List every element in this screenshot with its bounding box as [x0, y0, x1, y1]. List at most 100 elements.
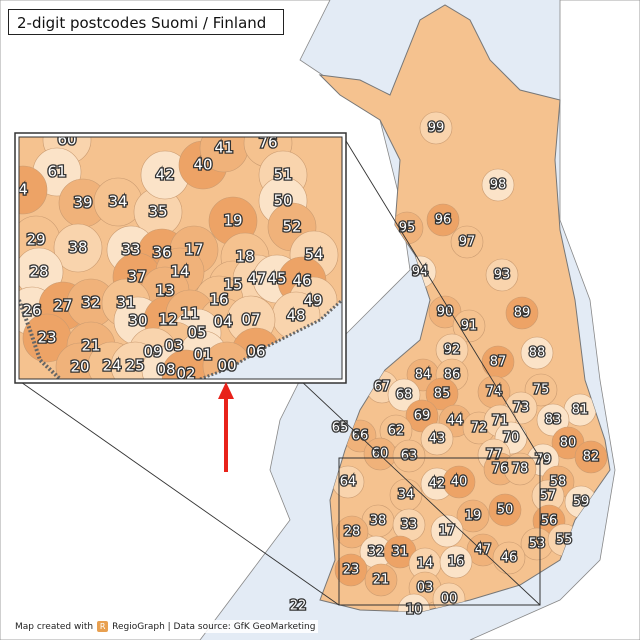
postcode-label: 40	[193, 156, 212, 174]
postcode-label: 76	[492, 462, 509, 477]
postcode-label: 78	[512, 462, 529, 477]
postcode-region	[387, 378, 421, 412]
postcode-label: 37	[127, 268, 146, 286]
map-credit: Map created with R RegioGraph | Data sou…	[12, 620, 319, 633]
postcode-region	[425, 377, 459, 411]
postcode-label: 06	[246, 343, 265, 361]
postcode-label: 17	[439, 524, 456, 539]
postcode-region	[426, 203, 460, 237]
postcode-label: 30	[128, 312, 147, 330]
postcode-label: 81	[572, 403, 589, 418]
postcode-label: 34	[398, 488, 415, 503]
postcode-region	[364, 563, 398, 597]
postcode-label: 25	[125, 357, 144, 375]
postcode-label: 21	[373, 573, 390, 588]
postcode-label: 59	[573, 495, 590, 510]
postcode-label: 45	[267, 270, 286, 288]
postcode-label: 72	[471, 421, 488, 436]
postcode-label: 67	[374, 380, 391, 395]
postcode-label: 74	[486, 385, 503, 400]
postcode-label: 62	[388, 424, 405, 439]
postcode-region	[419, 111, 453, 145]
postcode-label: 63	[401, 449, 418, 464]
postcode-label: 27	[53, 297, 72, 315]
postcode-label: 50	[273, 192, 292, 210]
postcode-label: 22	[290, 599, 307, 614]
postcode-region	[450, 225, 484, 259]
postcode-label: 84	[415, 368, 432, 383]
postcode-region	[492, 541, 526, 575]
postcode-label: 23	[37, 329, 56, 347]
postcode-region	[430, 514, 464, 548]
postcode-region	[505, 296, 539, 330]
postcode-label: 42	[155, 166, 174, 184]
postcode-region	[405, 399, 439, 433]
postcode-label: 85	[434, 387, 451, 402]
postcode-label: 15	[223, 276, 242, 294]
postcode-label: 14	[417, 557, 434, 572]
postcode-label: 00	[217, 357, 236, 375]
postcode-label: 54	[304, 246, 323, 264]
postcode-label: 00	[441, 592, 458, 607]
postcode-label: 43	[429, 432, 446, 447]
postcode-label: 09	[143, 343, 162, 361]
postcode-label: 79	[535, 453, 552, 468]
postcode-label: 32	[368, 545, 385, 560]
postcode-label: 73	[513, 401, 530, 416]
postcode-label: 21	[81, 337, 100, 355]
postcode-region	[481, 168, 515, 202]
postcode-region	[536, 403, 570, 437]
postcode-label: 17	[184, 241, 203, 259]
postcode-label: 34	[108, 193, 127, 211]
postcode-label: 55	[556, 533, 573, 548]
postcode-label: 38	[68, 239, 87, 257]
postcode-regions	[323, 111, 608, 612]
postcode-label: 89	[514, 306, 531, 321]
postcode-label: 86	[444, 368, 461, 383]
postcode-label: 57	[540, 489, 557, 504]
postcode-label: 16	[209, 291, 228, 309]
postcode-region	[334, 553, 368, 587]
regiograph-logo-icon: R	[97, 621, 109, 632]
postcode-region	[488, 493, 522, 527]
postcode-label: 23	[343, 563, 360, 578]
postcode-label: 07	[241, 311, 260, 329]
postcode-label: 56	[541, 514, 558, 529]
postcode-label: 90	[437, 305, 454, 320]
postcode-label: 70	[503, 431, 520, 446]
postcode-label: 29	[26, 231, 45, 249]
postcode-label: 03	[417, 581, 434, 596]
russia-land	[469, 0, 640, 640]
postcode-label: 19	[223, 212, 242, 230]
postcode-label: 53	[529, 537, 546, 552]
postcode-label: 91	[461, 319, 478, 334]
postcode-label: 04	[213, 313, 232, 331]
postcode-label: 36	[152, 244, 171, 262]
postcode-label: 26	[22, 302, 41, 320]
postcode-region	[335, 515, 369, 549]
postcode-label: 14	[170, 263, 189, 281]
postcode-label: 99	[428, 121, 445, 136]
postcode-label: 28	[344, 525, 361, 540]
postcode-label: 87	[490, 355, 507, 370]
postcode-label: 46	[501, 551, 518, 566]
postcode-label: 32	[81, 294, 100, 312]
postcode-label: 96	[435, 213, 452, 228]
postcode-label: 24	[102, 357, 121, 375]
postcode-label: 05	[187, 324, 206, 342]
postcode-label: 41	[214, 139, 233, 157]
postcode-label: 50	[497, 503, 514, 518]
postcode-label: 47	[247, 270, 266, 288]
postcode-label: 58	[550, 475, 567, 490]
postcode-label: 16	[448, 555, 465, 570]
postcode-label: 80	[560, 436, 577, 451]
postcode-region	[442, 465, 476, 499]
postcode-label: 51	[273, 166, 292, 184]
postcode-label: 68	[396, 388, 413, 403]
postcode-label: 48	[286, 307, 305, 325]
postcode-label: 98	[490, 178, 507, 193]
